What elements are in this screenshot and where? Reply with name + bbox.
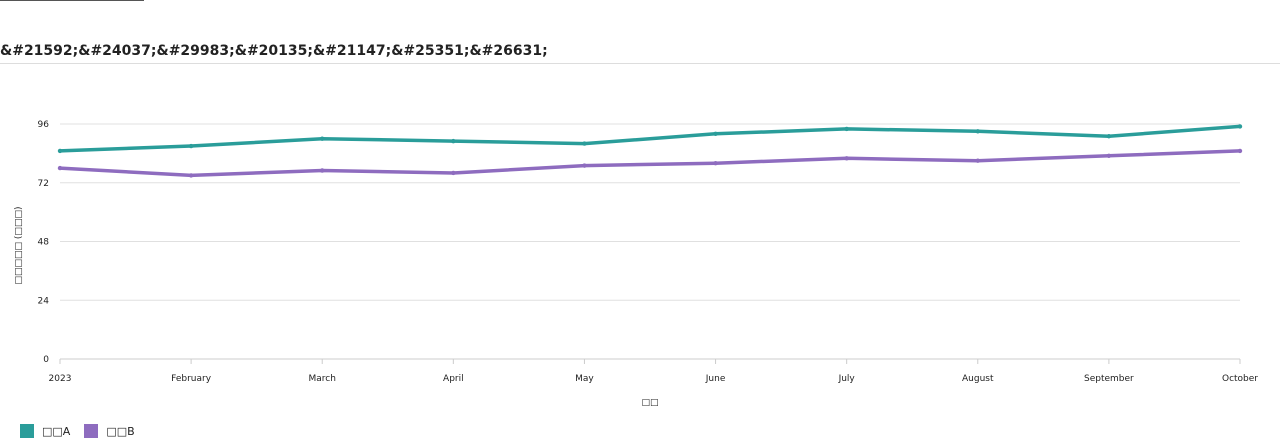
legend-swatch-series-b xyxy=(84,424,99,438)
data-point[interactable] xyxy=(188,173,194,178)
x-tick-label: 2023 xyxy=(49,374,72,384)
y-tick-label: 72 xyxy=(38,179,49,189)
x-tick-label: May xyxy=(575,374,594,384)
data-point[interactable] xyxy=(1106,134,1112,139)
top-divider xyxy=(0,0,144,1)
x-tick-label: April xyxy=(443,374,464,384)
data-point[interactable] xyxy=(1237,124,1243,129)
data-point[interactable] xyxy=(713,160,718,166)
data-point[interactable] xyxy=(844,156,849,161)
title-divider xyxy=(0,63,1280,64)
legend-label-series-b: □□B xyxy=(106,424,135,438)
x-tick-label: September xyxy=(1084,374,1134,384)
page-title: &#21592;&#24037;&#29983;&#20135;&#21147;… xyxy=(0,43,548,59)
x-tick-label: June xyxy=(705,374,726,384)
data-point[interactable] xyxy=(320,136,325,141)
data-point[interactable] xyxy=(451,138,456,144)
axis-layer: 0 24 48 72 96 2023 February March April May June Ju… xyxy=(38,120,1259,384)
y-axis-title: □□□□□ (□□□) xyxy=(14,207,24,285)
series-line-a[interactable] xyxy=(58,124,1242,153)
series-layer xyxy=(57,124,1243,178)
data-point[interactable] xyxy=(582,163,587,168)
data-point[interactable] xyxy=(975,129,980,134)
y-tick-label: 24 xyxy=(38,296,50,306)
x-tick-label: August xyxy=(962,374,994,384)
data-point[interactable] xyxy=(844,126,849,132)
data-point[interactable] xyxy=(57,148,63,154)
series-line-b[interactable] xyxy=(58,149,1242,178)
data-point[interactable] xyxy=(975,158,980,163)
data-point[interactable] xyxy=(320,168,325,173)
chart-legend: □□A □□B xyxy=(20,423,149,439)
legend-label-series-a: □□A xyxy=(42,424,71,438)
legend-item-series-a[interactable]: □□A xyxy=(20,424,70,438)
y-tick-label: 48 xyxy=(38,238,50,248)
data-point[interactable] xyxy=(582,141,587,146)
data-point[interactable] xyxy=(188,143,194,149)
legend-swatch-series-a xyxy=(20,424,34,438)
x-tick-label: February xyxy=(171,374,212,384)
data-point[interactable] xyxy=(713,131,718,136)
data-point[interactable] xyxy=(451,170,456,176)
data-point[interactable] xyxy=(57,165,63,171)
x-axis-title: □□ xyxy=(641,398,658,408)
data-point[interactable] xyxy=(1106,153,1112,159)
x-tick-label: March xyxy=(309,374,336,384)
x-tick-label: July xyxy=(838,374,856,384)
legend-item-series-b[interactable]: □□B xyxy=(84,424,135,438)
y-tick-label: 0 xyxy=(43,355,49,365)
grid-layer xyxy=(60,123,1240,360)
x-tick-label: October xyxy=(1222,374,1258,384)
y-tick-label: 96 xyxy=(38,120,50,130)
data-point[interactable] xyxy=(1237,148,1243,154)
